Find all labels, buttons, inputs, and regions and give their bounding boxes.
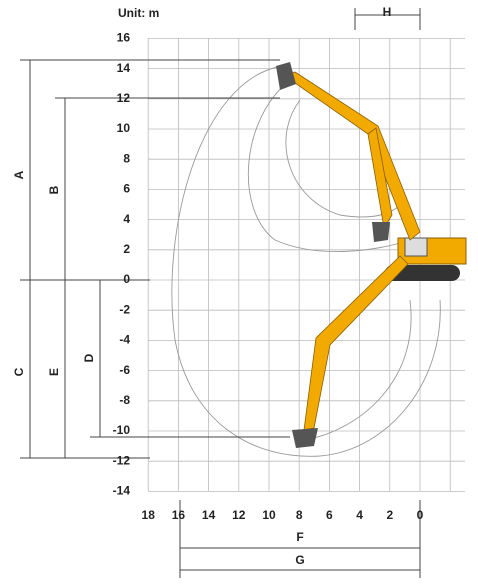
cab: [404, 237, 428, 257]
y-tick-label: 6: [123, 182, 130, 196]
y-tick-label: -2: [119, 302, 130, 316]
bucket: [276, 62, 296, 90]
inner-arc: [247, 79, 411, 252]
y-tick-label: 4: [123, 212, 130, 226]
lower-boom: [303, 255, 409, 431]
dim-label: F: [296, 530, 303, 544]
envelope: [171, 65, 441, 457]
dim-label: E: [47, 368, 61, 376]
x-tick-label: 10: [262, 508, 276, 522]
y-tick-label: -6: [119, 363, 130, 377]
dim-label: A: [12, 170, 26, 179]
x-tick-label: 4: [356, 508, 363, 522]
y-tick-label: 14: [117, 61, 131, 75]
y-tick-label: 0: [123, 272, 130, 286]
y-tick-label: -12: [113, 453, 131, 467]
y-tick-label: -14: [113, 484, 131, 498]
x-tick-label: 14: [202, 508, 216, 522]
dimensions: A B C E D F G H: [12, 5, 421, 578]
bucket: [292, 428, 318, 448]
y-tick-label: 12: [117, 91, 131, 105]
x-tick-label: 12: [232, 508, 246, 522]
dim-label: C: [12, 367, 26, 376]
y-tick-label: 2: [123, 242, 130, 256]
upper-boom: [284, 71, 421, 241]
x-tick-label: 2: [386, 508, 393, 522]
bucket: [372, 222, 390, 242]
dim-label: H: [383, 5, 392, 19]
y-tick-label: 10: [117, 121, 131, 135]
outer-envelope: [171, 65, 441, 457]
track: [385, 265, 460, 281]
x-tick-label: 18: [142, 508, 156, 522]
excavator: [276, 62, 467, 448]
dim-label: G: [295, 553, 304, 567]
dim-label: D: [82, 353, 96, 362]
upper-stick: [367, 127, 393, 230]
x-tick-label: 8: [296, 508, 303, 522]
x-tick-label: 16: [172, 508, 186, 522]
x-tick-label: 6: [326, 508, 333, 522]
inner-arc: [304, 299, 412, 441]
y-tick-label: 16: [117, 31, 131, 45]
unit-label: Unit: m: [118, 6, 159, 20]
y-tick-label: -4: [119, 333, 130, 347]
y-tick-label: -10: [113, 423, 131, 437]
y-tick-label: -8: [119, 393, 130, 407]
dim-label: B: [47, 185, 61, 194]
y-tick-label: 8: [123, 151, 130, 165]
x-tick-label: 0: [417, 508, 424, 522]
